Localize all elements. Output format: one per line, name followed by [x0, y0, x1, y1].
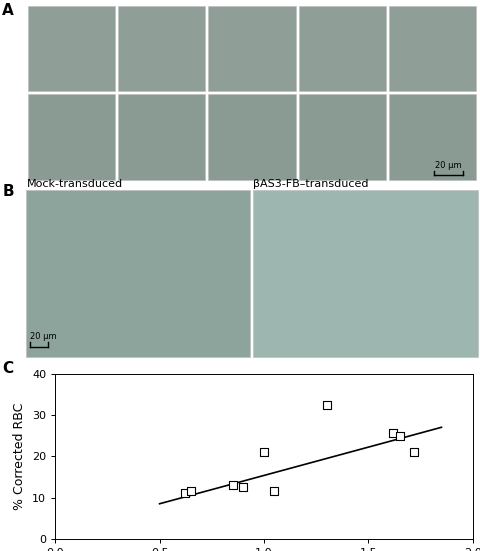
Point — [260, 447, 268, 456]
Point — [271, 487, 278, 496]
Point — [410, 447, 418, 456]
Text: B: B — [2, 184, 14, 199]
Point — [181, 489, 189, 498]
Point — [229, 480, 237, 489]
Point — [396, 431, 404, 440]
Point — [187, 487, 195, 496]
Text: C: C — [2, 361, 13, 376]
Text: Mock-transduced: Mock-transduced — [26, 179, 122, 189]
Text: 20 μm: 20 μm — [30, 332, 57, 341]
Point — [239, 483, 247, 491]
Y-axis label: % Corrected RBC: % Corrected RBC — [13, 403, 26, 510]
Point — [323, 400, 330, 409]
Text: 20 μm: 20 μm — [435, 161, 462, 170]
Text: A: A — [2, 3, 14, 18]
Text: βAS3-FB–transduced: βAS3-FB–transduced — [253, 179, 369, 189]
Point — [390, 429, 397, 438]
